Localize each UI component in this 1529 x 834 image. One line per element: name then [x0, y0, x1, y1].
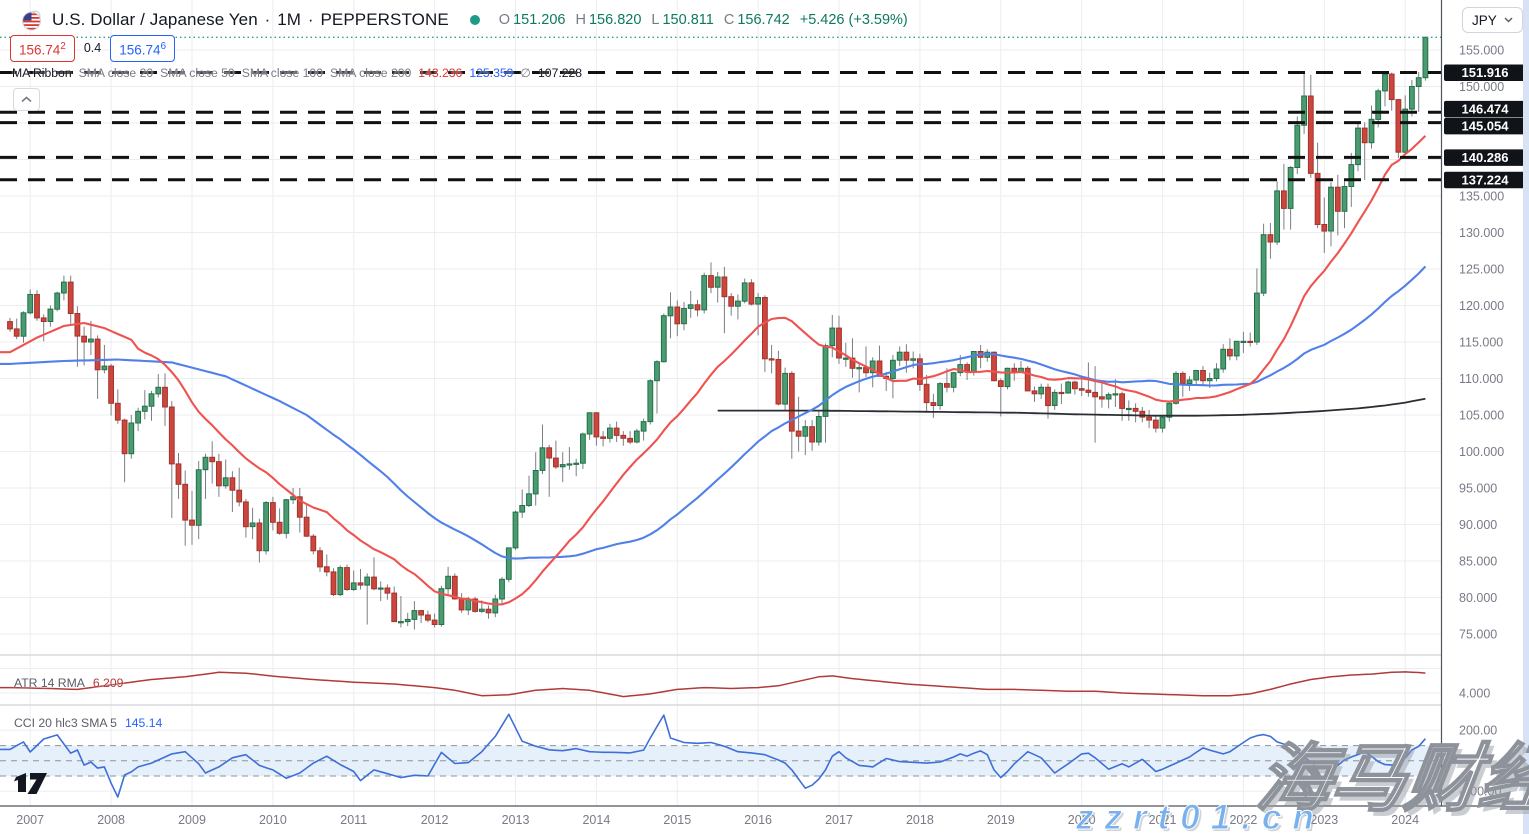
- cci-indicator-legend[interactable]: CCI 20 hlc3 SMA 5 145.14: [14, 716, 163, 730]
- svg-text:2017: 2017: [825, 813, 853, 827]
- low-value: 150.811: [662, 12, 714, 28]
- sma20-value: 143.236: [418, 66, 463, 80]
- cci-value: 145.14: [124, 716, 163, 730]
- svg-text:2016: 2016: [744, 813, 772, 827]
- svg-text:75.000: 75.000: [1459, 627, 1497, 641]
- currency-unit-button[interactable]: JPY: [1462, 7, 1523, 33]
- svg-text:2009: 2009: [178, 813, 206, 827]
- svg-text:115.000: 115.000: [1459, 335, 1503, 349]
- sell-price-button[interactable]: 156.742: [10, 35, 75, 62]
- open-value: 151.206: [513, 12, 566, 28]
- svg-text:2012: 2012: [421, 813, 449, 827]
- symbol-header: U.S. Dollar / Japanese Yen · 1M · PEPPER…: [22, 8, 908, 32]
- svg-text:2023: 2023: [1310, 813, 1338, 827]
- svg-text:200.00: 200.00: [1459, 724, 1497, 738]
- interval-label: 1M: [277, 10, 302, 29]
- svg-text:155.000: 155.000: [1459, 43, 1504, 57]
- svg-text:151.916: 151.916: [1462, 65, 1509, 80]
- svg-text:140.286: 140.286: [1462, 150, 1509, 165]
- chevron-up-icon: [21, 96, 32, 103]
- chevron-down-icon: [1504, 17, 1513, 23]
- svg-text:137.224: 137.224: [1462, 172, 1510, 187]
- svg-text:135.000: 135.000: [1459, 189, 1504, 203]
- svg-text:2015: 2015: [663, 813, 691, 827]
- quote-row: 156.742 0.4 156.746: [10, 35, 176, 62]
- svg-text:2013: 2013: [502, 813, 530, 827]
- svg-text:110.000: 110.000: [1459, 372, 1503, 386]
- indicator-name: MA Ribbon: [12, 66, 72, 80]
- high-value: 156.820: [588, 12, 642, 28]
- svg-text:2010: 2010: [259, 813, 287, 827]
- svg-text:4.000: 4.000: [1459, 686, 1490, 700]
- svg-text:80.000: 80.000: [1459, 591, 1497, 605]
- buy-price-button[interactable]: 156.746: [110, 35, 176, 62]
- market-status-dot[interactable]: [469, 15, 480, 25]
- svg-text:2008: 2008: [97, 813, 125, 827]
- svg-text:120.000: 120.000: [1459, 299, 1504, 313]
- collapse-legend-button[interactable]: [13, 88, 40, 111]
- svg-text:100.000: 100.000: [1459, 445, 1504, 459]
- atr-indicator-legend[interactable]: ATR 14 RMA 6.209: [14, 676, 124, 690]
- sma100-value: ∅: [520, 66, 532, 80]
- svg-text:2021: 2021: [1149, 813, 1177, 827]
- sma50-value: 125.359: [469, 66, 514, 80]
- spread-value: 0.4: [83, 41, 102, 56]
- svg-text:2018: 2018: [906, 813, 934, 827]
- svg-text:-200.00: -200.00: [1459, 785, 1501, 799]
- svg-text:145.054: 145.054: [1462, 119, 1510, 134]
- symbol-flag-icon: [22, 10, 43, 31]
- svg-text:2022: 2022: [1229, 813, 1257, 827]
- svg-text:2020: 2020: [1068, 813, 1096, 827]
- svg-text:2007: 2007: [16, 813, 44, 827]
- change-value: +5.426 (+3.59%): [799, 12, 908, 28]
- svg-text:85.000: 85.000: [1459, 554, 1497, 568]
- exchange-label: PEPPERSTONE: [320, 10, 449, 29]
- svg-text:95.000: 95.000: [1459, 481, 1497, 495]
- ma-ribbon-legend[interactable]: MA Ribbon SMA close 20 SMA close 50 SMA …: [12, 66, 583, 80]
- svg-text:105.000: 105.000: [1459, 408, 1504, 422]
- svg-text:90.000: 90.000: [1459, 518, 1497, 532]
- svg-text:146.474: 146.474: [1462, 102, 1510, 117]
- svg-text:2011: 2011: [340, 813, 367, 827]
- symbol-title[interactable]: U.S. Dollar / Japanese Yen · 1M · PEPPER…: [52, 10, 449, 29]
- svg-text:2019: 2019: [987, 813, 1015, 827]
- svg-text:150.000: 150.000: [1459, 80, 1504, 94]
- svg-text:2014: 2014: [582, 813, 610, 827]
- svg-text:125.000: 125.000: [1459, 262, 1504, 276]
- close-value: 156.742: [737, 12, 790, 28]
- atr-value: 6.209: [92, 676, 124, 690]
- svg-text:2024: 2024: [1391, 813, 1419, 827]
- sma200-value: 107.228: [538, 66, 583, 80]
- svg-text:130.000: 130.000: [1459, 226, 1504, 240]
- ohlc-readout: O 151.206 H 156.820 L 150.811 C 156.742 +5.4…: [498, 12, 908, 28]
